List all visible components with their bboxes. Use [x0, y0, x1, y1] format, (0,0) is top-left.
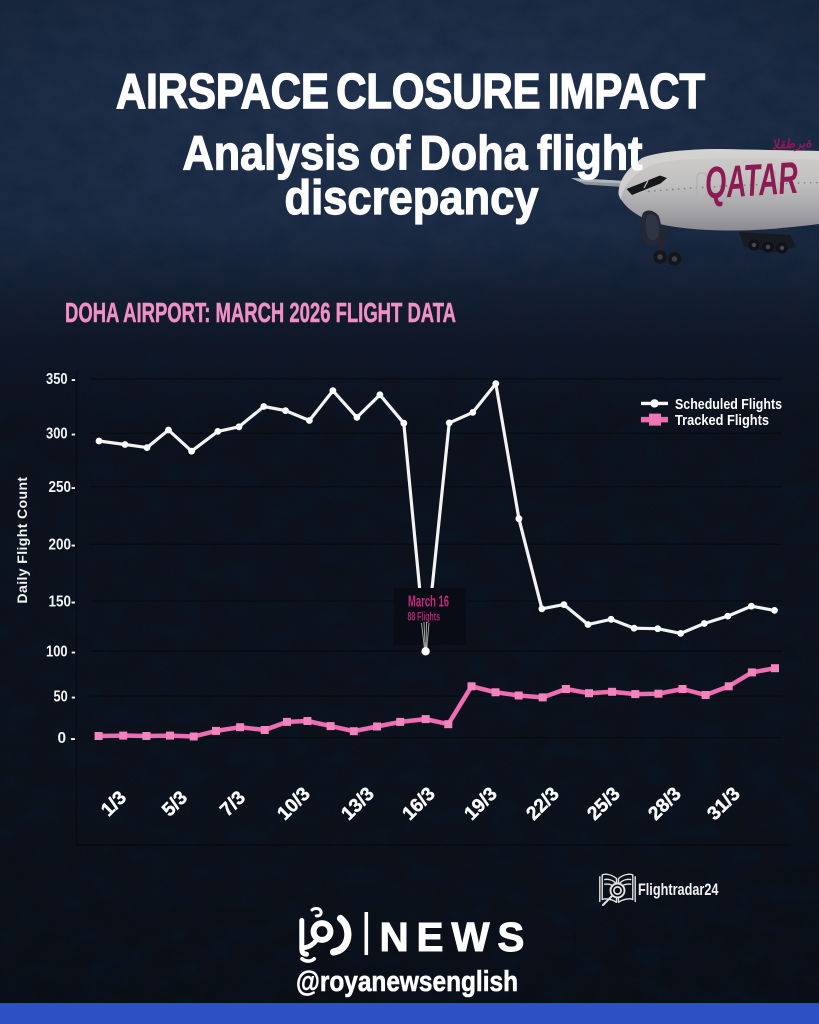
svg-text:QATAR: QATAR: [703, 152, 799, 209]
svg-text:DOHA AIRPORT: MARCH 2026 FLIGH: DOHA AIRPORT: MARCH 2026 FLIGHT DATA: [65, 297, 456, 328]
svg-text:March 16: March 16: [408, 594, 449, 611]
svg-text:Daily Flight Count: Daily Flight Count: [14, 477, 30, 604]
svg-text:22/3: 22/3: [523, 784, 564, 825]
svg-text:Analysis of Doha flight: Analysis of Doha flight: [183, 128, 643, 181]
svg-text:Tracked Flights: Tracked Flights: [675, 413, 769, 429]
svg-text:ةيرطقلا: ةيرطقلا: [771, 135, 812, 153]
svg-text:25/3: 25/3: [584, 784, 625, 825]
svg-text:Scheduled Flights: Scheduled Flights: [675, 397, 782, 413]
svg-text:350 -: 350 -: [46, 371, 76, 388]
svg-text:200-: 200-: [49, 537, 76, 554]
svg-text:100 -: 100 -: [46, 643, 76, 660]
svg-text:AIRSPACE CLOSURE IMPACT: AIRSPACE CLOSURE IMPACT: [116, 64, 705, 119]
svg-text:16/3: 16/3: [399, 784, 440, 825]
svg-text:19/3: 19/3: [461, 784, 502, 825]
svg-text:7/3: 7/3: [216, 787, 250, 821]
svg-text:31/3: 31/3: [704, 784, 745, 825]
svg-text:1/3: 1/3: [97, 787, 131, 821]
svg-text:300 -: 300 -: [46, 426, 76, 443]
svg-text:@royanewsenglish: @royanewsenglish: [296, 966, 518, 998]
svg-text:10/3: 10/3: [274, 784, 315, 825]
svg-text:150-: 150-: [49, 593, 76, 610]
svg-text:0 -: 0 -: [58, 730, 76, 747]
svg-text:250-: 250-: [49, 479, 76, 496]
svg-text:88 Flights: 88 Flights: [408, 612, 441, 624]
svg-text:NEWS: NEWS: [380, 914, 533, 960]
svg-text:Flightradar24: Flightradar24: [638, 880, 719, 899]
svg-text:50 -: 50 -: [54, 688, 76, 705]
svg-text:13/3: 13/3: [338, 784, 379, 825]
svg-text:28/3: 28/3: [645, 784, 686, 825]
svg-text:5/3: 5/3: [158, 787, 192, 821]
svg-text:discrepancy: discrepancy: [285, 172, 539, 225]
